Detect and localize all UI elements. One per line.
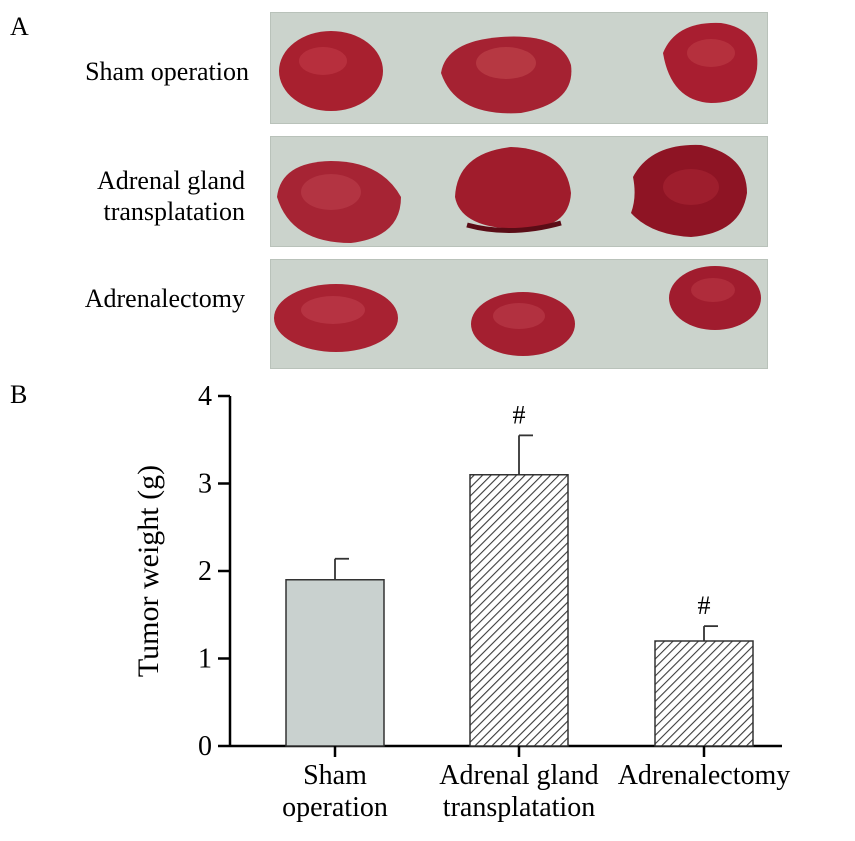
row-label-line: transplatation	[103, 197, 245, 226]
tumor-highlight	[299, 47, 347, 75]
bar-3	[654, 640, 754, 747]
tumor-highlight	[301, 296, 365, 324]
x-tick-label: Adrenal gland	[439, 760, 598, 791]
y-tick-label: 4	[198, 381, 212, 412]
x-tick-label: operation	[282, 792, 388, 823]
tumor-photo-sham-operation	[270, 12, 768, 124]
row-label-adrenalectomy: Adrenalectomy	[85, 283, 245, 314]
panel-b-letter: B	[10, 380, 28, 409]
row-label-line: Sham operation	[85, 57, 249, 86]
row-label-line: Adrenal gland	[96, 166, 245, 195]
significance-marker-2: #	[513, 400, 526, 429]
y-tick-label: 0	[198, 731, 212, 762]
bar-2	[469, 474, 569, 747]
tumor-photo-drawing	[279, 22, 758, 114]
tumor-highlight	[687, 39, 735, 67]
tumor-highlight	[691, 278, 735, 302]
tumor-highlight	[493, 303, 545, 329]
tumor-shadow	[466, 220, 562, 233]
y-tick-label: 2	[198, 556, 212, 587]
tumor-photo-adrenal-gland-transplantation	[270, 136, 768, 247]
panel-a-letter: A	[10, 12, 29, 41]
significance-marker-3: #	[698, 591, 711, 620]
tumor-highlight	[476, 47, 536, 79]
row-label-sham-operation: Sham operation	[85, 56, 249, 87]
y-axis-label: Tumor weight (g)	[132, 465, 165, 677]
y-tick-label: 3	[198, 469, 212, 500]
x-tick-label: Adrenalectomy	[618, 760, 791, 791]
row-label-adrenal-gland-transplantation: Adrenal gland transplatation	[97, 165, 245, 227]
x-tick-label: Sham	[303, 760, 367, 791]
tumor-highlight	[663, 169, 719, 205]
tumor-photo-drawing	[274, 266, 761, 356]
tumor-photo-adrenalectomy	[270, 259, 768, 369]
row-label-line: Adrenalectomy	[84, 284, 245, 313]
y-tick-label: 1	[198, 644, 212, 675]
bar-1	[285, 579, 385, 747]
tumor-photo-drawing	[277, 144, 747, 243]
tumor-specimen	[455, 147, 571, 229]
x-tick-label: transplatation	[443, 792, 595, 823]
tumor-highlight	[301, 174, 361, 210]
